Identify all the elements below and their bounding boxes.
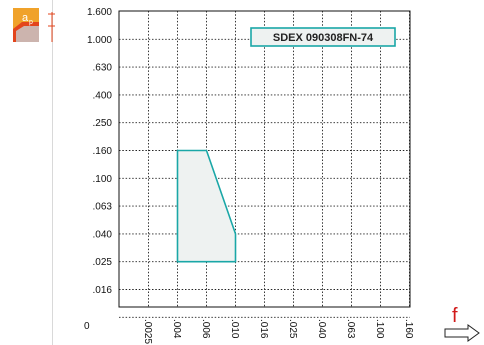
x-tick-label: .160 (403, 319, 414, 339)
feed-axis-indicator: f (444, 305, 480, 342)
y-tick-label: 1.000 (87, 35, 112, 46)
y-tick-label: 0 (84, 321, 90, 332)
y-tick-label: .016 (93, 285, 113, 296)
right-arrow-icon (444, 324, 480, 342)
x-tick-label: .025 (287, 319, 298, 339)
x-tick-label: .004 (171, 319, 182, 339)
operating-region (176, 149, 237, 263)
x-tick-label: .006 (200, 319, 211, 339)
tool-code-box (250, 27, 396, 47)
x-axis-ticks: .0025 .004 .006 .010 .016 .025 .040 .063 .100 .16… (142, 319, 414, 344)
y-tick-label: .630 (93, 63, 113, 74)
x-tick-label: .010 (229, 319, 240, 339)
y-axis-ticks: 1.600 1.000 .630 .400 .250 .160 .100 .063 .040 .0… (84, 7, 112, 332)
x-tick-label: .063 (345, 319, 356, 339)
plot-frame (118, 10, 411, 308)
tool-code-text: SDEX 090308FN-74 (273, 32, 374, 44)
y-tick-label: .100 (93, 174, 113, 185)
grid (119, 11, 410, 318)
y-tick-label: 1.600 (87, 7, 112, 18)
operating-region-area (176, 149, 237, 263)
y-tick-label: .400 (93, 90, 113, 101)
icon-label: a (22, 12, 29, 24)
y-tick-label: .160 (93, 146, 113, 157)
y-tick-label: .063 (93, 202, 113, 213)
x-tick-label: .0025 (142, 319, 153, 344)
x-tick-label: .040 (316, 319, 327, 339)
icon-workpiece-shape (16, 26, 39, 42)
feed-axis-label: f (452, 305, 458, 327)
x-tick-label: .100 (374, 319, 385, 339)
depth-of-cut-icon: a p (13, 8, 55, 42)
x-tick-label: .016 (258, 319, 269, 339)
y-tick-label: .250 (93, 118, 113, 129)
y-tick-label: .025 (93, 257, 113, 268)
icon-subscript: p (29, 19, 33, 26)
y-tick-label: .040 (93, 229, 113, 240)
tool-code-label: SDEX 090308FN-74 (250, 27, 396, 47)
